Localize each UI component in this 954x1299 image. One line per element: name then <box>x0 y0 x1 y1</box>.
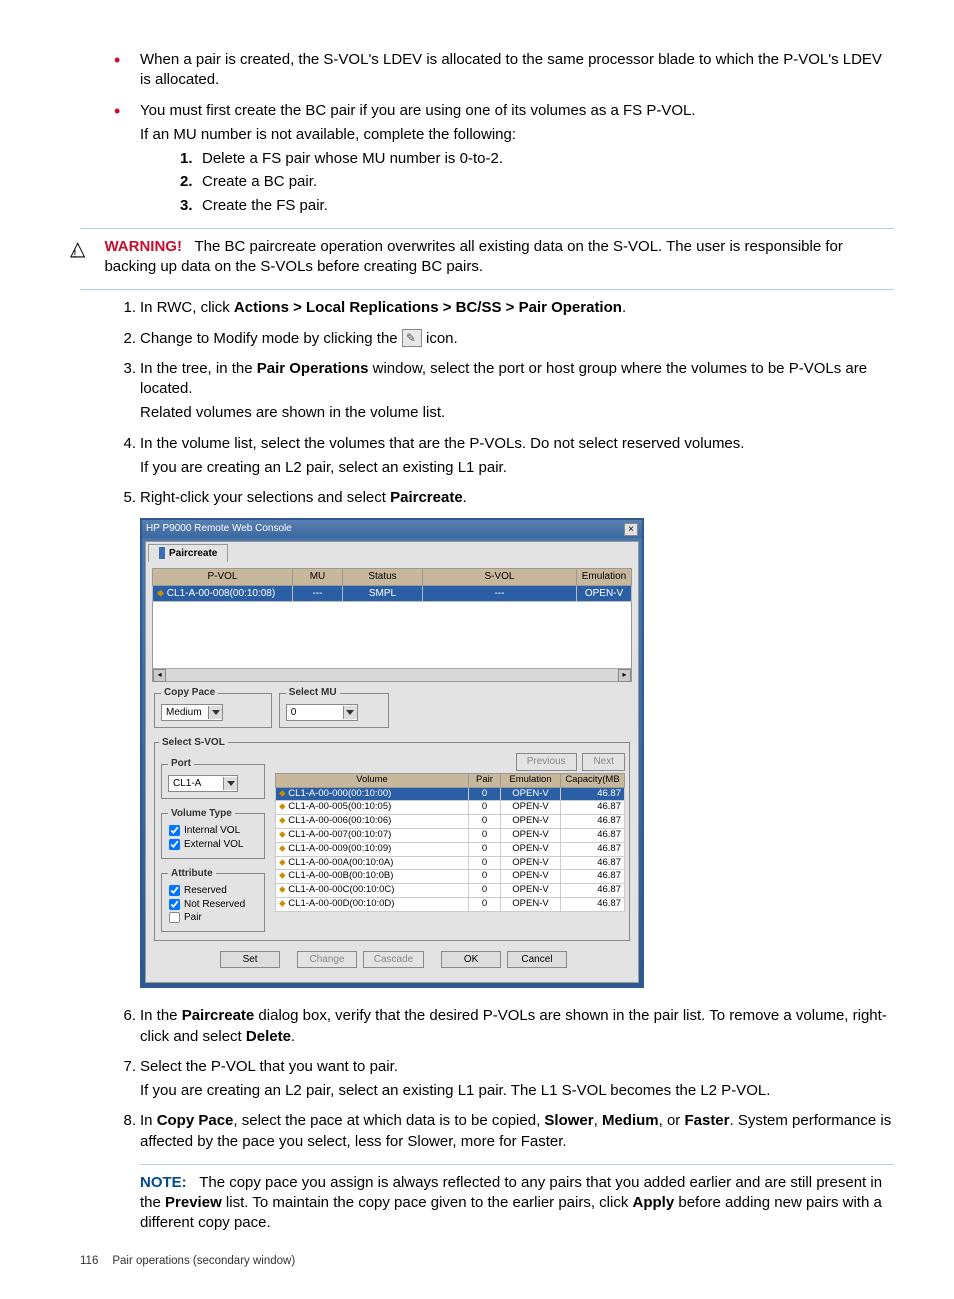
attribute-group: Attribute Reserved Not Reserved Pair <box>161 867 265 932</box>
set-button[interactable]: Set <box>220 951 280 969</box>
paircreate-dialog: HP P9000 Remote Web Console × Paircreate… <box>140 518 644 988</box>
step-item: 2. Change to Modify mode by clicking the… <box>140 329 894 349</box>
step-item: 1. In RWC, click Actions > Local Replica… <box>140 298 894 318</box>
volume-table[interactable]: Volume Pair Emulation Capacity(MB ⬥ CL1-… <box>275 773 625 912</box>
table-row[interactable]: ⬥ CL1-A-00-006(00:10:06)0OPEN-V46.87 <box>276 815 625 829</box>
step-item: 5. Right-click your selections and selec… <box>140 488 894 508</box>
note-block: NOTE: The copy pace you assign is always… <box>140 1173 894 1234</box>
change-button[interactable]: Change <box>297 951 357 969</box>
reserved-checkbox[interactable]: Reserved <box>168 885 227 896</box>
list-item: 3.Create the FS pair. <box>180 196 894 216</box>
table-row[interactable]: ⬥ CL1-A-00-00C(00:10:0C)0OPEN-V46.87 <box>276 884 625 898</box>
list-item: 2.Create a BC pair. <box>180 172 894 192</box>
table-row[interactable]: ⬥ CL1-A-00-007(00:10:07)0OPEN-V46.87 <box>276 829 625 843</box>
note-label: NOTE: <box>140 1174 187 1191</box>
step-item: 3. In the tree, in the Pair Operations w… <box>140 359 894 424</box>
port-group: Port CL1-A <box>161 757 265 799</box>
tab-paircreate[interactable]: Paircreate <box>148 544 228 563</box>
table-row[interactable]: ⬥ CL1-A-00-00B(00:10:0B)0OPEN-V46.87 <box>276 870 625 884</box>
modify-mode-icon <box>402 329 422 347</box>
divider <box>80 289 894 290</box>
port-select[interactable]: CL1-A <box>168 775 238 792</box>
page-footer: 116 Pair operations (secondary window) <box>80 1254 894 1270</box>
step-item: 6. In the Paircreate dialog box, verify … <box>140 1006 894 1047</box>
select-mu-group: Select MU 0 <box>279 686 389 728</box>
bullet-item: You must first create the BC pair if you… <box>140 101 894 216</box>
previous-button[interactable]: Previous <box>516 753 577 771</box>
copy-pace-group: Copy Pace Medium <box>154 686 272 728</box>
ok-button[interactable]: OK <box>441 951 501 969</box>
divider <box>80 228 894 229</box>
page-number: 116 <box>80 1255 98 1267</box>
scrollbar[interactable]: ◂▸ <box>153 668 631 681</box>
table-row[interactable]: ⬥ CL1-A-00-000(00:10:00)0OPEN-V46.87 <box>276 787 625 801</box>
next-button[interactable]: Next <box>582 753 625 771</box>
dialog-title: HP P9000 Remote Web Console <box>146 522 292 536</box>
cancel-button[interactable]: Cancel <box>507 951 567 969</box>
cascade-button[interactable]: Cascade <box>363 951 424 969</box>
table-row[interactable]: ⬥ CL1-A-00-005(00:10:05)0OPEN-V46.87 <box>276 801 625 815</box>
divider <box>140 1164 894 1165</box>
table-row[interactable]: ⬥ CL1-A-00-00A(00:10:0A)0OPEN-V46.87 <box>276 856 625 870</box>
select-mu-select[interactable]: 0 <box>286 704 358 721</box>
table-row[interactable]: ⬥ CL1-A-00-009(00:10:09)0OPEN-V46.87 <box>276 842 625 856</box>
step-item: 8. In Copy Pace, select the pace at whic… <box>140 1111 894 1233</box>
warning-text: WARNING! The BC paircreate operation ove… <box>104 237 894 278</box>
bullet-item: When a pair is created, the S-VOL's LDEV… <box>140 50 894 91</box>
volume-type-group: Volume Type Internal VOL External VOL <box>161 807 265 859</box>
list-item: 1.Delete a FS pair whose MU number is 0-… <box>180 149 894 169</box>
select-svol-group: Select S-VOL Port CL1-A Volume Type Inte… <box>154 736 630 941</box>
not-reserved-checkbox[interactable]: Not Reserved <box>168 899 245 910</box>
warning-label: WARNING! <box>104 238 182 255</box>
step-item: 7. Select the P-VOL that you want to pai… <box>140 1057 894 1102</box>
table-row[interactable]: ⬥ CL1-A-00-00D(00:10:0D)0OPEN-V46.87 <box>276 898 625 912</box>
text: You must first create the BC pair if you… <box>140 102 696 119</box>
internal-vol-checkbox[interactable]: Internal VOL <box>168 825 240 836</box>
external-vol-checkbox[interactable]: External VOL <box>168 839 243 850</box>
close-icon[interactable]: × <box>624 523 638 536</box>
table-row[interactable]: ⬥ CL1-A-00-008(00:10:08) --- SMPL --- OP… <box>153 585 632 602</box>
pair-checkbox[interactable]: Pair <box>168 912 202 923</box>
copy-pace-select[interactable]: Medium <box>161 704 223 721</box>
footer-title: Pair operations (secondary window) <box>112 1255 295 1267</box>
pair-list-table[interactable]: P-VOL MU Status S-VOL Emulation ⬥ CL1-A-… <box>152 568 632 602</box>
text: When a pair is created, the S-VOL's LDEV… <box>140 51 882 88</box>
step-item: 4. In the volume list, select the volume… <box>140 434 894 479</box>
text: If an MU number is not available, comple… <box>140 125 894 145</box>
warning-icon: △! <box>70 239 88 259</box>
